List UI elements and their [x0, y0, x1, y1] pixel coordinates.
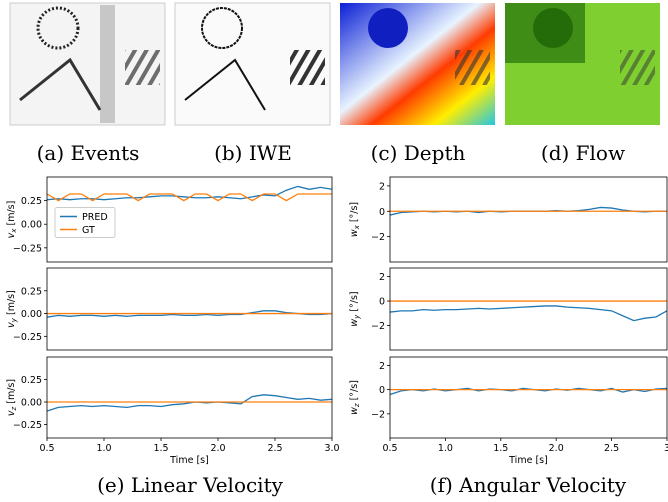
image-flow	[505, 3, 660, 125]
y-tick-label: 0.00	[21, 309, 42, 320]
y-label-unit: [°/s]	[349, 202, 360, 222]
image-depth	[340, 3, 495, 125]
y-tick-label: 2	[379, 361, 385, 372]
legend-label: GT	[82, 225, 95, 236]
line-chart: 2 0 −2 0.5 1.0 1.5 2.0 2.5 3 Time [s] wz [°/s]	[349, 356, 668, 466]
y-label-unit: [m/s]	[6, 201, 17, 226]
y-tick-label: 0.00	[21, 398, 42, 409]
x-tick-label: 1.0	[96, 443, 111, 454]
x-tick-label: 2.5	[604, 443, 619, 454]
y-label-var: w	[349, 407, 360, 415]
y-tick-label: 2	[379, 181, 385, 192]
y-tick-label: 0.00	[21, 220, 42, 231]
y-label-var: v	[6, 232, 17, 238]
x-tick-label: 0.5	[39, 443, 54, 454]
y-label-sub: x	[10, 228, 18, 234]
y-label-var: w	[349, 319, 360, 327]
y-tick-label: −2	[371, 232, 385, 243]
plot-frame	[389, 267, 668, 351]
y-tick-label: −0.25	[13, 420, 42, 431]
x-tick-label: 3	[664, 443, 668, 454]
x-tick-label: 1.5	[153, 443, 168, 454]
y-tick-label: 0.25	[21, 375, 42, 386]
series-line	[46, 310, 333, 318]
y-axis-label: vy [m/s]	[6, 290, 18, 328]
line-chart: 0.25 0.00 −0.25 0.5 1.0 1.5 2.0 2.5 3.0 Time [s] v…	[6, 356, 340, 466]
y-label-unit: [m/s]	[6, 379, 17, 404]
chart-caption: (e) Linear Velocity	[97, 473, 284, 497]
x-tick-label: 2.0	[549, 443, 564, 454]
series-line	[46, 394, 333, 412]
x-axis-label: Time [s]	[169, 455, 209, 466]
legend-label: PRED	[82, 212, 108, 223]
y-label-var: v	[6, 410, 17, 416]
y-tick-label: 0	[379, 297, 385, 308]
x-tick-label: 2.0	[210, 443, 225, 454]
y-label-unit: [m/s]	[6, 290, 17, 315]
line-chart: 0.25 0.00 −0.25 vy [m/s]	[6, 267, 333, 351]
y-tick-label: −0.25	[13, 332, 42, 343]
x-tick-label: 3.0	[324, 443, 339, 454]
x-tick-label: 1.0	[438, 443, 453, 454]
y-tick-label: −2	[371, 321, 385, 332]
y-label-var: v	[6, 322, 17, 328]
x-tick-label: 2.5	[267, 443, 282, 454]
y-label-sub: z	[10, 406, 18, 411]
y-tick-label: 0.25	[21, 286, 42, 297]
image-caption: (a) Events	[37, 141, 140, 165]
series-line	[389, 305, 668, 322]
image-events	[9, 2, 166, 126]
plot-frame	[46, 267, 333, 351]
y-label-sub: y	[353, 314, 361, 320]
y-axis-label: wx [°/s]	[349, 202, 361, 237]
y-label-var: w	[349, 229, 360, 237]
plot-frame	[46, 176, 333, 263]
y-tick-label: −0.25	[13, 243, 42, 254]
series-line	[46, 193, 332, 202]
y-axis-label: vz [m/s]	[6, 379, 18, 416]
plot-frame	[389, 356, 668, 439]
line-chart: 0.25 0.00 −0.25 vx [m/s] PRED GT	[6, 176, 333, 263]
y-tick-label: 0.25	[21, 196, 42, 207]
y-axis-label: wy [°/s]	[349, 291, 361, 326]
y-tick-label: 2	[379, 272, 385, 283]
x-tick-label: 0.5	[382, 443, 397, 454]
y-tick-label: 0	[379, 207, 385, 218]
y-tick-label: 0	[379, 385, 385, 396]
x-axis-label: Time [s]	[508, 455, 548, 466]
y-label-unit: [°/s]	[349, 291, 360, 311]
image-iwe	[174, 2, 331, 126]
line-chart: 2 0 −2 wy [°/s]	[349, 267, 668, 351]
y-axis-label: wz [°/s]	[349, 380, 361, 415]
image-caption: (b) IWE	[214, 141, 292, 165]
y-label-sub: y	[10, 317, 18, 323]
chart-caption: (f) Angular Velocity	[430, 473, 627, 497]
y-axis-label: vx [m/s]	[6, 201, 18, 239]
y-label-sub: z	[353, 403, 361, 408]
line-chart: 2 0 −2 wx [°/s]	[349, 176, 668, 263]
plot-frame	[389, 176, 668, 263]
y-label-sub: x	[353, 224, 361, 230]
plot-frame	[46, 356, 333, 439]
image-caption: (d) Flow	[541, 141, 625, 165]
legend: PRED GT	[54, 207, 116, 238]
y-tick-label: −2	[371, 409, 385, 420]
y-label-unit: [°/s]	[349, 380, 360, 400]
image-caption: (c) Depth	[371, 141, 466, 165]
x-tick-label: 1.5	[493, 443, 508, 454]
